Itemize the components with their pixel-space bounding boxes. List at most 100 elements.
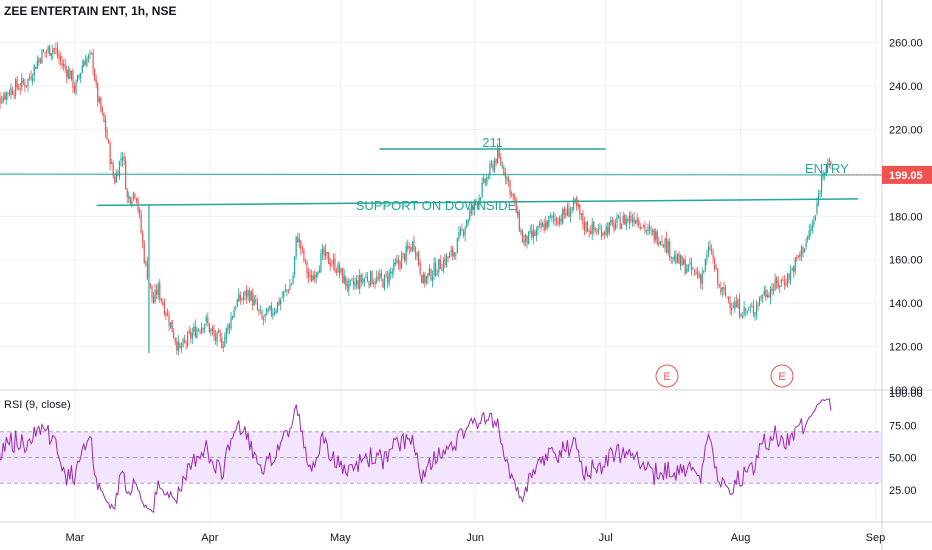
candle-body	[123, 156, 125, 160]
candle-body	[416, 253, 418, 257]
candle-body	[249, 291, 251, 301]
candle-body	[58, 55, 60, 59]
candle-body	[827, 162, 829, 167]
candle-body	[27, 78, 29, 86]
candle-body	[126, 189, 128, 197]
support-line[interactable]	[96, 198, 859, 207]
candle-body	[707, 246, 710, 255]
candle-body	[306, 261, 308, 274]
candle-body	[33, 65, 35, 77]
price-axis[interactable]: 260.00240.00220.00200.00180.00160.00140.…	[889, 38, 923, 397]
candle-body	[191, 332, 193, 340]
rsi-tick-label: 50.00	[889, 453, 917, 465]
candle-body	[86, 58, 88, 67]
rsi-tick-label: 100.00	[889, 388, 923, 400]
candle-body	[135, 198, 138, 201]
candle-body	[472, 206, 474, 209]
annotations: 211 SUPPORT ON DOWNSIDE ENTRY E E	[0, 135, 883, 388]
candle-body	[610, 220, 612, 225]
candle-body	[591, 222, 593, 234]
candle-body	[447, 256, 449, 258]
candle-body	[748, 308, 750, 310]
candle-body	[459, 229, 462, 235]
candle-body	[441, 269, 443, 271]
candle-body	[552, 216, 555, 219]
candle-body	[455, 254, 457, 256]
earnings-marker[interactable]: E	[655, 364, 679, 388]
candle-body	[788, 273, 790, 280]
candle-body	[613, 221, 615, 230]
candle-body	[681, 256, 683, 266]
candle-body	[473, 200, 475, 210]
candle-body	[129, 197, 131, 204]
candle-body	[545, 221, 547, 230]
candle-body	[721, 287, 723, 291]
candle-body	[345, 276, 347, 286]
candle-body	[323, 247, 325, 256]
candle-body	[343, 275, 345, 284]
candle-body	[92, 52, 94, 70]
candle-body	[297, 237, 299, 243]
candle-body	[143, 242, 145, 263]
entry-line[interactable]	[0, 173, 883, 176]
candle-body	[517, 211, 519, 216]
candle-body	[59, 56, 62, 61]
candle-body	[190, 331, 192, 339]
time-axis[interactable]: Mar Apr May Jun Jul Aug Sep	[66, 532, 886, 544]
support-label: SUPPORT ON DOWNSIDE	[356, 198, 517, 213]
candle-body	[247, 290, 249, 296]
candle-body	[84, 60, 86, 66]
candle-body	[340, 268, 342, 273]
candle-body	[734, 302, 736, 310]
candle-body	[740, 314, 742, 317]
candle-body	[163, 302, 165, 315]
candle-body	[162, 302, 164, 305]
time-tick-label: Apr	[201, 532, 218, 544]
candle-body	[532, 230, 534, 239]
candle-body	[77, 75, 79, 82]
candle-body	[202, 328, 204, 330]
candle-body	[588, 231, 590, 233]
candle-body	[605, 226, 607, 236]
candle-body	[22, 79, 24, 83]
candle-body	[318, 269, 320, 273]
earnings-marker[interactable]: E	[770, 364, 794, 388]
candle-body	[232, 316, 234, 319]
candle-body	[436, 273, 438, 275]
candle-body	[444, 258, 446, 266]
candle-body	[683, 259, 685, 265]
candle-body	[718, 284, 720, 286]
candle-body	[335, 271, 338, 273]
candle-body	[149, 283, 152, 286]
rsi-axis[interactable]: 100.00 75.00 50.00 25.00	[889, 388, 923, 497]
candle-body	[504, 172, 506, 179]
candle-body	[125, 160, 127, 190]
candle-body	[173, 332, 175, 338]
candle-body	[326, 252, 328, 254]
candle-body	[210, 329, 212, 332]
candle-body	[351, 278, 353, 280]
candle-body	[152, 296, 155, 304]
candle-body	[159, 282, 161, 299]
candle-body	[28, 77, 31, 79]
candle-body	[768, 295, 770, 298]
candle-body	[337, 263, 339, 273]
candle-body	[230, 316, 232, 329]
candle-body	[275, 310, 277, 314]
candle-body	[478, 197, 480, 205]
earnings-marker-label: E	[778, 371, 785, 383]
candle-body	[475, 200, 477, 202]
candle-body	[433, 262, 435, 276]
candle-body	[506, 176, 508, 181]
candle-body	[269, 305, 271, 309]
candle-body	[658, 242, 660, 245]
candle-body	[540, 222, 542, 229]
candle-body	[656, 231, 658, 244]
candle-body	[214, 334, 217, 341]
candle-body	[779, 285, 781, 288]
candle-body	[120, 158, 122, 161]
candle-body	[439, 259, 441, 269]
candle-body	[171, 320, 173, 333]
